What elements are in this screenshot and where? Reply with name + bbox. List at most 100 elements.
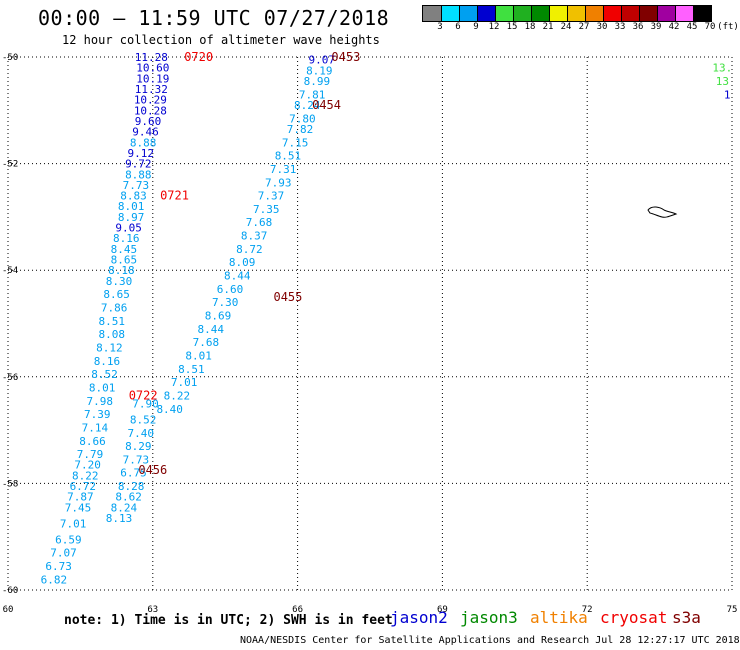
color-scale-label: 12 [488,22,500,32]
wave-height-label: 8.16 [94,355,121,368]
color-scale-label: 33 [614,22,626,32]
x-tick-label: 69 [437,605,448,615]
satellite-label-jason3: jason3 [460,608,518,627]
wave-height-label: 6.82 [41,573,68,586]
color-swatch [657,6,675,21]
color-swatch [513,6,531,21]
x-tick-label: 66 [292,605,303,615]
wave-height-label: 8.69 [205,310,232,323]
wave-height-label: 8.97 [118,211,145,224]
x-tick-label: 60 [3,605,14,615]
wave-height-label: 8.28 [118,480,145,493]
wave-height-label: 8.19 [306,64,333,77]
wave-height-label: 6.72 [70,480,97,493]
wave-height-label: 7.87 [67,491,94,504]
wave-height-label: 7.20 [74,459,101,472]
color-swatch [549,6,567,21]
y-tick-label: -52 [2,160,18,170]
satellite-label-jason2: jason2 [390,608,448,627]
color-scale-label: 24 [560,22,572,32]
wave-height-label: 6.59 [55,533,82,546]
wave-height-label: 7.01 [60,517,87,530]
wave-height-label: 7.01 [171,376,198,389]
pass-time-label: 0453 [331,50,360,64]
wave-height-label: 8.01 [89,381,116,394]
y-tick-label: -56 [2,373,18,383]
color-swatch [675,6,693,21]
color-scale-label: 36 [632,22,644,32]
page-subtitle: 12 hour collection of altimeter wave hei… [62,33,380,47]
wave-height-label: 8.37 [241,230,268,243]
wave-height-label: 8.16 [113,232,140,245]
wave-height-label: 10.60 [136,62,169,75]
color-scale-label: 6 [455,22,461,32]
pass-time-label: 0720 [184,50,213,64]
wave-height-label: 7.68 [193,336,220,349]
wave-height-label: 9.46 [132,126,159,139]
wave-height-label: 9.05 [115,222,142,235]
wave-height-label: 8.09 [229,256,256,269]
wave-height-label: 8.12 [96,341,123,354]
color-scale-labels: 3 6 9 12 15 18 21 24 27 30 33 36 39 42 45 70 (ft) [422,22,740,34]
wave-height-label: 8.62 [115,491,142,504]
pass-time-label: 0721 [160,189,189,203]
wave-height-label: 7.31 [270,163,297,176]
x-tick-label: 72 [582,605,593,615]
y-tick-label: -54 [2,266,18,276]
wave-height-label: 8.51 [178,363,205,376]
wave-height-label: 8.52 [91,368,118,381]
color-scale-label: 3 [437,22,443,32]
wave-height-label: 7.68 [246,216,273,229]
wave-height-label: 10.28 [134,104,167,117]
wave-height-label: 8.18 [108,264,135,277]
pass-time-label: 0455 [273,290,302,304]
wave-height-label: 8.52 [130,413,157,426]
color-scale-label: 45 [686,22,698,32]
wave-height-label: 8.51 [99,315,126,328]
color-swatch [585,6,603,21]
wave-height-label: 7.30 [212,296,239,309]
wave-height-label: 7.45 [65,501,92,514]
color-scale-label: 39 [650,22,662,32]
wave-height-label: 9.07 [308,54,335,67]
wave-height-label: 7.37 [258,190,285,203]
wave-height-label: 1 [724,88,731,101]
wave-height-label: 8.01 [185,349,212,362]
wave-height-label: 13. [712,62,732,75]
color-swatch [441,6,459,21]
wave-height-label: 8.13 [106,512,133,525]
color-scale-bar [422,5,712,22]
color-scale-label: 21 [542,22,554,32]
color-swatch [639,6,657,21]
wave-height-label: 8.65 [111,254,138,267]
wave-height-label: 8.44 [224,270,251,283]
color-swatch [603,6,621,21]
color-scale-label: 15 [506,22,518,32]
color-scale-label: 27 [578,22,590,32]
color-swatch [693,6,711,21]
wave-height-label: 7.39 [84,408,111,421]
wave-height-label: 7.79 [77,448,104,461]
wave-height-label: 7.73 [123,453,150,466]
x-tick-label: 63 [147,605,158,615]
y-tick-label: -50 [2,53,18,63]
pass-time-label: 0722 [129,388,158,402]
wave-height-label: 8.01 [118,200,145,213]
wave-height-label: 7.86 [101,302,128,315]
wave-height-label: 6.75 [120,467,147,480]
satellite-label-s3a: s3a [672,608,701,627]
x-tick-label: 75 [727,605,738,615]
wave-height-label: 11.32 [135,83,168,96]
wave-height-label: 8.30 [106,275,133,288]
wave-height-label: 8.44 [197,323,224,336]
y-tick-label: -60 [2,586,18,596]
color-scale-label: 42 [668,22,680,32]
wave-height-label: 9.12 [127,147,154,160]
wave-height-label: 7.73 [123,179,150,192]
credit-line: NOAA/NESDIS Center for Satellite Applica… [240,635,740,646]
wave-height-label: 7.81 [299,88,326,101]
wave-height-label: 8.45 [111,243,138,256]
wave-height-label: 8.65 [103,288,130,301]
